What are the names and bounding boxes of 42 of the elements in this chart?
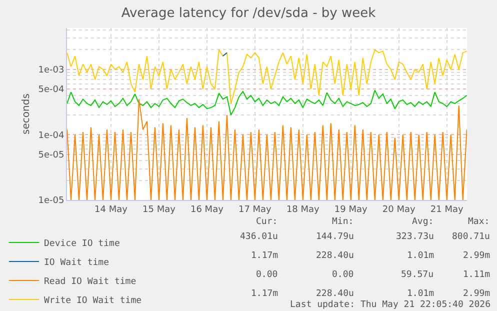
text: 1.17m [251, 251, 278, 261]
y-tick-label: 1e-03 [38, 66, 64, 76]
y-tick-label: 1e-04 [38, 130, 64, 141]
text: 0.00 [332, 270, 354, 280]
x-tick-label: 16 May [190, 204, 224, 215]
legend-label: IO Wait time [44, 258, 110, 268]
x-tick-label: 15 May [142, 204, 176, 215]
x-tick-label: 14 May [94, 204, 128, 215]
legend-label: Device IO time [44, 239, 120, 250]
text: 1.01m [407, 289, 434, 299]
text: 59.57u [401, 270, 434, 280]
text: 1.11m [463, 270, 490, 280]
chart-title: Average latency for /dev/sda - by week [121, 6, 376, 22]
x-tick-label: 19 May [334, 204, 368, 215]
text: 2.99m [463, 251, 490, 261]
x-tick-label: 20 May [382, 204, 416, 215]
text: 1.01m [407, 251, 434, 261]
line-series [67, 49, 467, 104]
y-tick-label: 5e-05 [38, 150, 64, 160]
text: 436.01u [240, 232, 278, 242]
text: 1.17m [251, 289, 278, 299]
text: 144.79u [316, 232, 354, 242]
text: 2.99m [463, 289, 490, 299]
text: Cur: [256, 217, 278, 227]
text: 228.40u [316, 251, 354, 261]
y-tick-label: 1e-05 [38, 196, 64, 206]
text: 0.00 [256, 270, 278, 280]
y-axis-title: seconds [21, 94, 32, 134]
text: Max: [468, 217, 490, 227]
x-tick-label: 21 May [430, 204, 464, 215]
text: 800.71u [452, 232, 490, 242]
legend-label: Write IO Wait time [44, 296, 142, 306]
x-tick-label: 18 May [286, 204, 320, 215]
y-tick-label: 5e-04 [38, 85, 64, 96]
text: Min: [332, 217, 354, 227]
legend-label: Read IO Wait time [44, 277, 136, 288]
line-series [67, 90, 467, 116]
text: 228.40u [316, 289, 354, 299]
text: Last update: Thu May 21 22:05:40 2026 [290, 300, 490, 310]
text: 323.73u [396, 232, 434, 242]
x-tick-label: 17 May [238, 204, 272, 215]
text: Avg: [412, 217, 434, 227]
